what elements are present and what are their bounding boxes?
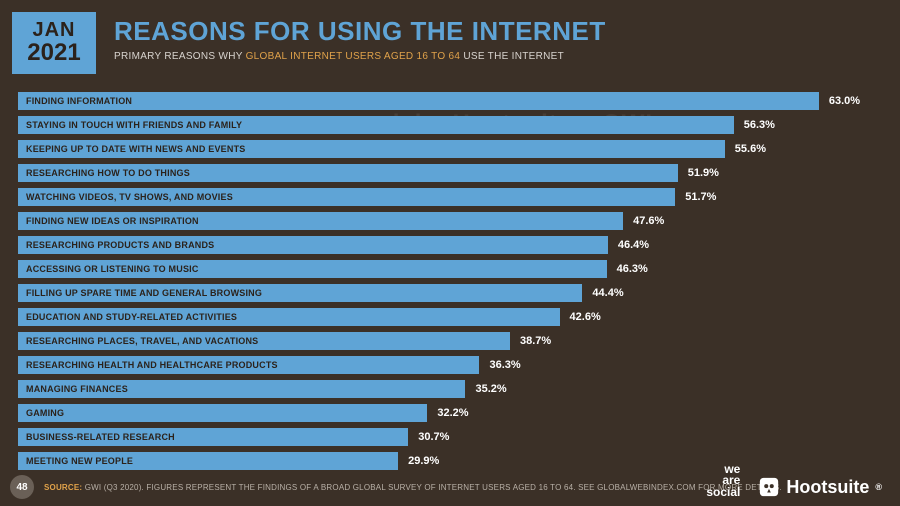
bar-label: KEEPING UP TO DATE WITH NEWS AND EVENTS: [18, 144, 246, 154]
bar-value: 63.0%: [819, 92, 860, 110]
page-title: REASONS FOR USING THE INTERNET: [114, 16, 606, 47]
bar-value: 55.6%: [725, 140, 766, 158]
bar-label: GAMING: [18, 408, 64, 418]
bar: GAMING: [18, 404, 427, 422]
bar-value: 56.3%: [734, 116, 775, 134]
bar-label: RESEARCHING PLACES, TRAVEL, AND VACATION…: [18, 336, 258, 346]
bar-row: FINDING INFORMATION 63.0%: [18, 90, 870, 112]
bar-label: WATCHING VIDEOS, TV SHOWS, AND MOVIES: [18, 192, 233, 202]
bar-value: 51.9%: [678, 164, 719, 182]
bar: ACCESSING OR LISTENING TO MUSIC: [18, 260, 607, 278]
bar-label: FINDING NEW IDEAS OR INSPIRATION: [18, 216, 199, 226]
bar-value: 46.3%: [607, 260, 648, 278]
bar: MANAGING FINANCES: [18, 380, 465, 398]
bar-row: WATCHING VIDEOS, TV SHOWS, AND MOVIES 51.…: [18, 186, 870, 208]
bar: FINDING NEW IDEAS OR INSPIRATION: [18, 212, 623, 230]
date-month: JAN: [32, 20, 75, 40]
bar-value: 46.4%: [608, 236, 649, 254]
bar-row: RESEARCHING PLACES, TRAVEL, AND VACATION…: [18, 330, 870, 352]
source-text: GWI (Q3 2020). FIGURES REPRESENT THE FIN…: [82, 483, 782, 492]
bar: RESEARCHING PLACES, TRAVEL, AND VACATION…: [18, 332, 510, 350]
date-year: 2021: [27, 40, 80, 66]
bar: KEEPING UP TO DATE WITH NEWS AND EVENTS: [18, 140, 725, 158]
bar-value: 51.7%: [675, 188, 716, 206]
bar-row: EDUCATION AND STUDY-RELATED ACTIVITIES 42…: [18, 306, 870, 328]
bar-row: RESEARCHING HEALTH AND HEALTHCARE PRODUC…: [18, 354, 870, 376]
bar-value: 35.2%: [465, 380, 506, 398]
bar-value: 36.3%: [479, 356, 520, 374]
bar-label: ACCESSING OR LISTENING TO MUSIC: [18, 264, 199, 274]
bar: EDUCATION AND STUDY-RELATED ACTIVITIES: [18, 308, 560, 326]
subtitle: PRIMARY REASONS WHY GLOBAL INTERNET USER…: [114, 51, 606, 62]
source-label: SOURCE:: [44, 483, 82, 492]
header: JAN 2021 REASONS FOR USING THE INTERNET …: [0, 0, 900, 74]
bar: FILLING UP SPARE TIME AND GENERAL BROWSI…: [18, 284, 582, 302]
wearesocial-logo: we are social: [706, 464, 740, 498]
bar-row: RESEARCHING PRODUCTS AND BRANDS 46.4%: [18, 234, 870, 256]
subtitle-pre: PRIMARY REASONS WHY: [114, 51, 246, 62]
bar-row: MANAGING FINANCES 35.2%: [18, 378, 870, 400]
bar-row: BUSINESS-RELATED RESEARCH 30.7%: [18, 426, 870, 448]
bar-row: GAMING 32.2%: [18, 402, 870, 424]
bar-row: ACCESSING OR LISTENING TO MUSIC 46.3%: [18, 258, 870, 280]
subtitle-post: USE THE INTERNET: [460, 51, 564, 62]
bar-value: 30.7%: [408, 428, 449, 446]
footer: 48 SOURCE: GWI (Q3 2020). FIGURES REPRES…: [0, 468, 900, 506]
bar-chart: FINDING INFORMATION 63.0% STAYING IN TOUCH…: [18, 90, 870, 462]
page-number: 48: [10, 475, 34, 499]
hootsuite-logo: Hootsuite ®: [758, 476, 882, 498]
bar-label: BUSINESS-RELATED RESEARCH: [18, 432, 175, 442]
date-badge: JAN 2021: [12, 12, 96, 74]
bar-value: 42.6%: [560, 308, 601, 326]
logos: we are social Hootsuite ®: [706, 464, 882, 498]
bar-label: MANAGING FINANCES: [18, 384, 128, 394]
subtitle-highlight: GLOBAL INTERNET USERS AGED 16 TO 64: [246, 51, 461, 62]
wearesocial-line3: social: [706, 487, 740, 498]
title-block: REASONS FOR USING THE INTERNET PRIMARY R…: [114, 12, 606, 62]
bar-label: EDUCATION AND STUDY-RELATED ACTIVITIES: [18, 312, 237, 322]
bar: RESEARCHING PRODUCTS AND BRANDS: [18, 236, 608, 254]
bar-row: KEEPING UP TO DATE WITH NEWS AND EVENTS 5…: [18, 138, 870, 160]
bar-label: FILLING UP SPARE TIME AND GENERAL BROWSI…: [18, 288, 262, 298]
source-line: SOURCE: GWI (Q3 2020). FIGURES REPRESENT…: [44, 483, 782, 492]
bar: FINDING INFORMATION: [18, 92, 819, 110]
bar: WATCHING VIDEOS, TV SHOWS, AND MOVIES: [18, 188, 675, 206]
owl-icon: [758, 476, 780, 498]
bar-value: 47.6%: [623, 212, 664, 230]
bar-row: FILLING UP SPARE TIME AND GENERAL BROWSI…: [18, 282, 870, 304]
bar-label: MEETING NEW PEOPLE: [18, 456, 133, 466]
bar-row: RESEARCHING HOW TO DO THINGS 51.9%: [18, 162, 870, 184]
bar: RESEARCHING HEALTH AND HEALTHCARE PRODUC…: [18, 356, 479, 374]
bar-value: 44.4%: [582, 284, 623, 302]
bar-label: STAYING IN TOUCH WITH FRIENDS AND FAMILY: [18, 120, 242, 130]
hootsuite-text: Hootsuite: [786, 477, 869, 498]
bar: STAYING IN TOUCH WITH FRIENDS AND FAMILY: [18, 116, 734, 134]
bar-label: RESEARCHING HEALTH AND HEALTHCARE PRODUC…: [18, 360, 278, 370]
bar-value: 32.2%: [427, 404, 468, 422]
hootsuite-reg: ®: [875, 482, 882, 492]
bar-row: FINDING NEW IDEAS OR INSPIRATION 47.6%: [18, 210, 870, 232]
bar-label: RESEARCHING PRODUCTS AND BRANDS: [18, 240, 214, 250]
bar-value: 38.7%: [510, 332, 551, 350]
bar-label: RESEARCHING HOW TO DO THINGS: [18, 168, 190, 178]
bar: BUSINESS-RELATED RESEARCH: [18, 428, 408, 446]
bar-row: STAYING IN TOUCH WITH FRIENDS AND FAMILY…: [18, 114, 870, 136]
bar-label: FINDING INFORMATION: [18, 96, 132, 106]
bar: RESEARCHING HOW TO DO THINGS: [18, 164, 678, 182]
